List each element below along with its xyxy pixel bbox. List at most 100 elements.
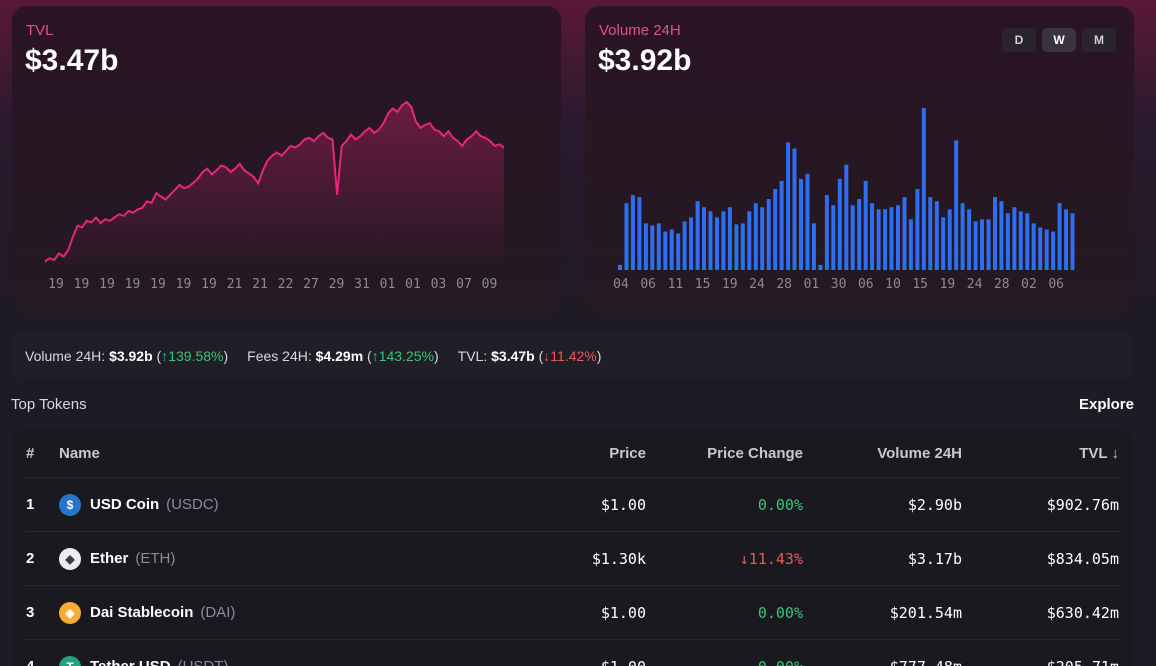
volume-bar[interactable] bbox=[902, 197, 907, 270]
volume-bar[interactable] bbox=[773, 189, 778, 270]
volume-bar[interactable] bbox=[669, 229, 674, 271]
volume-bar[interactable] bbox=[805, 173, 810, 270]
volume-bar[interactable] bbox=[850, 205, 855, 270]
tvl-area-chart[interactable]: 19 19 19 19 19 19 19 21 21 22 27 29 31 01 01 03 07 09 bbox=[12, 6, 561, 316]
table-row[interactable]: 1 $ USD Coin (USDC) $1.00 0.00% $2.90b $902.76m bbox=[26, 478, 1120, 532]
volume-bar[interactable] bbox=[676, 233, 681, 271]
volume-bar[interactable] bbox=[889, 207, 894, 270]
volume-bar[interactable] bbox=[973, 221, 978, 270]
volume-bar[interactable] bbox=[941, 217, 946, 270]
table-row[interactable]: 4T Tether USD (USDT) $1.00 0.00% $777.48m $205… bbox=[26, 640, 1120, 666]
volume-bar[interactable] bbox=[779, 180, 784, 270]
volume-bar[interactable] bbox=[1031, 223, 1036, 270]
table-row[interactable]: 3 ◈ Dai Stablecoin (DAI) $1.00 0.00% $201.54m $… bbox=[26, 586, 1120, 640]
volume-bar[interactable] bbox=[876, 209, 881, 271]
volume-x-tick: 28 bbox=[776, 277, 792, 292]
volume-bar[interactable] bbox=[986, 219, 991, 270]
volume-bar[interactable] bbox=[715, 217, 719, 270]
volume-bar[interactable] bbox=[702, 207, 706, 270]
volume-bar[interactable] bbox=[786, 142, 791, 270]
volume-bar[interactable] bbox=[637, 197, 642, 270]
volume-bar[interactable] bbox=[740, 223, 745, 270]
volume-bar[interactable] bbox=[870, 203, 875, 270]
volume-bar[interactable] bbox=[934, 201, 939, 270]
volume-bar[interactable] bbox=[656, 223, 661, 270]
volume-bar[interactable] bbox=[928, 197, 933, 270]
volume-bar[interactable] bbox=[760, 207, 765, 270]
volume-bar[interactable] bbox=[682, 221, 687, 270]
volume-bar[interactable] bbox=[915, 189, 920, 270]
volume-bar[interactable] bbox=[1044, 229, 1049, 271]
volume-bar[interactable] bbox=[663, 231, 668, 271]
table-row[interactable]: 2 ◆ Ether (ETH) $1.30k ↓11.43% $3.17b $834.05m bbox=[26, 532, 1120, 586]
volume-bar[interactable] bbox=[824, 195, 829, 270]
volume-bar[interactable] bbox=[747, 211, 752, 270]
volume-bar[interactable] bbox=[1070, 213, 1075, 270]
volume-bar[interactable] bbox=[1025, 213, 1030, 270]
volume-bar[interactable] bbox=[630, 195, 635, 270]
column-header-name[interactable]: Name bbox=[59, 445, 100, 462]
volume-bar[interactable] bbox=[1038, 227, 1043, 271]
volume-bar[interactable] bbox=[967, 209, 972, 271]
volume-bar[interactable] bbox=[1057, 203, 1062, 270]
tvl-x-tick: 09 bbox=[482, 277, 498, 292]
token-tvl: $205.71m bbox=[1047, 640, 1119, 666]
volume-bar[interactable] bbox=[844, 164, 849, 270]
volume-bar[interactable] bbox=[689, 217, 694, 270]
volume-bar[interactable] bbox=[1018, 211, 1023, 270]
volume-bar[interactable] bbox=[1005, 213, 1010, 270]
volume-bar[interactable] bbox=[721, 211, 726, 270]
volume-bar[interactable] bbox=[708, 211, 713, 270]
token-name-cell[interactable]: T Tether USD (USDT) bbox=[59, 640, 359, 666]
volume-bar[interactable] bbox=[624, 203, 629, 270]
volume-x-tick: 19 bbox=[940, 277, 956, 292]
volume-x-tick: 24 bbox=[749, 277, 765, 292]
volume-bar[interactable] bbox=[999, 201, 1004, 270]
volume-bar[interactable] bbox=[643, 223, 648, 270]
volume-bar[interactable] bbox=[618, 264, 622, 270]
volume-bar[interactable] bbox=[883, 209, 888, 271]
volume-bar[interactable] bbox=[818, 264, 823, 270]
token-name-cell[interactable]: ◆ Ether (ETH) bbox=[59, 532, 359, 585]
volume-bar[interactable] bbox=[753, 203, 758, 270]
volume-bar[interactable] bbox=[863, 180, 868, 270]
token-tvl: $630.42m bbox=[1046, 603, 1119, 622]
column-header-price-change[interactable]: Price Change bbox=[707, 445, 803, 462]
volume-bar[interactable] bbox=[831, 205, 836, 270]
token-name-cell[interactable]: ◈ Dai Stablecoin (DAI) bbox=[59, 586, 359, 639]
explore-link[interactable]: Explore bbox=[1078, 396, 1134, 413]
volume-bar[interactable] bbox=[734, 224, 739, 270]
column-header-volume[interactable]: Volume 24H bbox=[877, 445, 962, 462]
volume-bar[interactable] bbox=[896, 205, 900, 270]
period-week-button[interactable]: W bbox=[1042, 28, 1076, 52]
top-tokens-table: # Name Price Price Change Volume 24H TVL… bbox=[12, 430, 1134, 666]
column-header-tvl[interactable]: TVL ↓ bbox=[1079, 445, 1119, 462]
volume-bar[interactable] bbox=[947, 209, 952, 271]
volume-bar[interactable] bbox=[1051, 231, 1056, 271]
volume-bar[interactable] bbox=[727, 207, 732, 270]
tvl-x-tick: 19 bbox=[176, 277, 192, 292]
volume-bar[interactable] bbox=[921, 108, 926, 270]
token-name-cell[interactable]: $ USD Coin (USDC) bbox=[59, 478, 359, 531]
tvl-x-tick: 07 bbox=[456, 277, 472, 292]
volume-bar[interactable] bbox=[1012, 207, 1017, 270]
volume-bar[interactable] bbox=[993, 197, 997, 270]
column-header-price[interactable]: Price bbox=[609, 445, 646, 462]
volume-bar[interactable] bbox=[792, 148, 797, 271]
volume-bar[interactable] bbox=[908, 219, 913, 270]
volume-bar[interactable] bbox=[857, 199, 862, 270]
volume-bar[interactable] bbox=[960, 203, 965, 270]
volume-bar[interactable] bbox=[766, 199, 771, 270]
volume-bar[interactable] bbox=[837, 178, 842, 270]
volume-bar[interactable] bbox=[954, 140, 959, 270]
period-month-button[interactable]: M bbox=[1082, 28, 1116, 52]
volume-x-tick: 15 bbox=[695, 277, 711, 292]
volume-bar[interactable] bbox=[695, 201, 700, 270]
volume-bar[interactable] bbox=[980, 219, 984, 270]
volume-bar[interactable] bbox=[799, 178, 803, 270]
period-day-button[interactable]: D bbox=[1002, 28, 1036, 52]
volume-bar[interactable] bbox=[1064, 209, 1069, 271]
volume-bar[interactable] bbox=[811, 223, 816, 270]
volume-bar-chart[interactable]: 04 06 11 15 19 24 28 01 30 06 10 15 19 24 28 02 06 bbox=[585, 6, 1134, 316]
volume-bar[interactable] bbox=[650, 225, 655, 270]
